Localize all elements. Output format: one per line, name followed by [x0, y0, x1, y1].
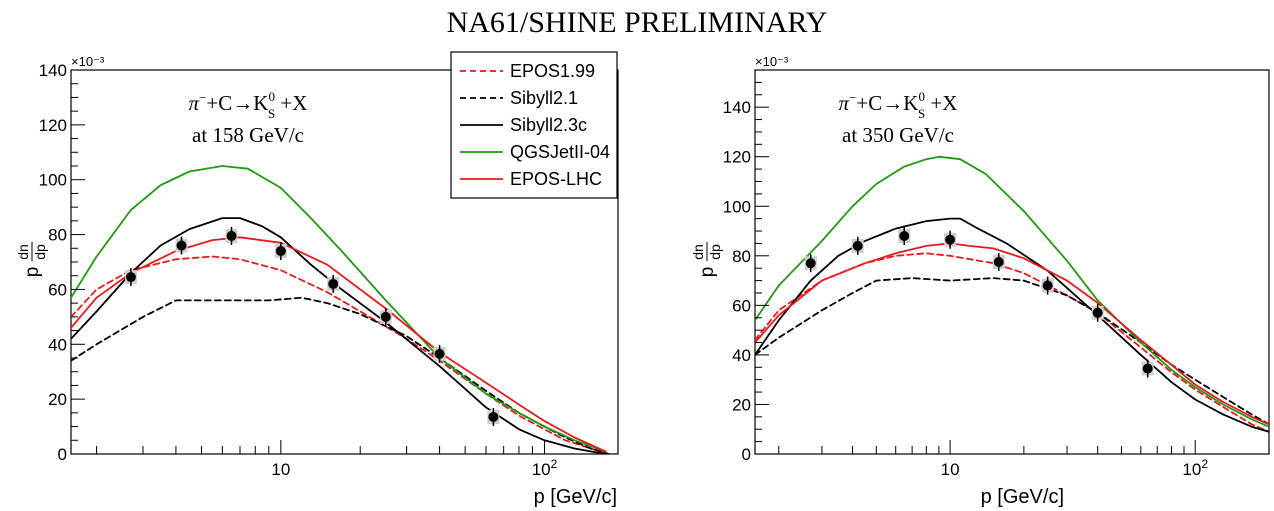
legend-label: QGSJetII-04 — [510, 142, 610, 162]
y-tick-label: 80 — [732, 247, 751, 266]
left-axes: 0 20 40 60 80 100 120 140 10 102 — [39, 61, 558, 479]
right-x-axis-label: p [GeV/c] — [981, 486, 1064, 508]
series-epos-lhc-line — [755, 242, 1269, 426]
left-y-multiplier: ×10⁻³ — [71, 54, 105, 69]
y-tick-label: 20 — [48, 390, 67, 409]
y-tick-label: 80 — [48, 226, 67, 245]
left-energy-label: at 158 GeV/c — [192, 123, 304, 147]
y-tick-label: 20 — [732, 395, 751, 414]
series-epos-lhc-line — [71, 236, 607, 453]
x-tick-label: 102 — [1182, 457, 1208, 479]
y-tick-label: 60 — [48, 280, 67, 299]
series-qgsjetii-04-line — [755, 155, 1269, 428]
data-point — [852, 240, 863, 251]
right-y-multiplier: ×10⁻³ — [755, 54, 789, 69]
legend: EPOS1.99 Sibyll2.1 Sibyll2.3c QGSJetII-04 EP… — [450, 51, 618, 199]
right-plot-marks — [755, 155, 1269, 433]
data-point — [1042, 280, 1053, 291]
svg-text:dn: dn — [690, 244, 706, 260]
data-point — [328, 278, 339, 289]
svg-text:p: p — [697, 267, 718, 278]
data-point — [488, 411, 499, 422]
series-qgsjetii-04-line — [71, 165, 607, 453]
x-tick-label: 10 — [271, 460, 290, 479]
legend-label: Sibyll2.3c — [510, 115, 587, 135]
svg-text:p: p — [22, 267, 43, 278]
data-point — [275, 246, 286, 257]
y-tick-label: 140 — [723, 98, 751, 117]
data-point — [434, 348, 445, 359]
data-point — [945, 234, 956, 245]
right-y-axis-label: p dn dp — [690, 242, 723, 277]
svg-text:dn: dn — [15, 244, 31, 260]
svg-text:dp: dp — [32, 244, 48, 260]
y-tick-label: 0 — [58, 445, 67, 464]
legend-label: Sibyll2.1 — [510, 88, 578, 108]
data-point — [380, 311, 391, 322]
y-tick-label: 120 — [39, 116, 67, 135]
right-plot-frame — [754, 69, 1270, 455]
left-plot-marks — [71, 165, 610, 454]
x-tick-label: 10 — [941, 460, 960, 479]
legend-label: EPOS-LHC — [510, 169, 602, 189]
right-reaction-label: π−+C→K0 S +X — [839, 89, 958, 121]
y-tick-label: 60 — [732, 296, 751, 315]
right-axes: 0 20 40 60 80 100 120 140 10 102 — [723, 69, 1270, 479]
y-tick-label: 100 — [723, 197, 751, 216]
left-y-axis-label: p dn dp — [15, 242, 48, 277]
y-tick-label: 140 — [39, 61, 67, 80]
series-epos1-99-line — [755, 252, 1269, 433]
y-tick-label: 40 — [732, 346, 751, 365]
data-point — [125, 272, 136, 283]
series-sibyll2-1-line — [71, 296, 610, 454]
left-annotation: π−+C→K0 S +X at 158 GeV/c — [189, 89, 308, 147]
x-tick-label: 102 — [532, 457, 558, 479]
series-sibyll2-3c-line — [755, 217, 1269, 433]
figure-title: NA61/SHINE PRELIMINARY — [447, 6, 828, 39]
series-sibyll2-3c-line — [71, 217, 607, 454]
left-reaction-label: π−+C→K0 S +X — [189, 89, 308, 121]
data-point — [805, 258, 816, 269]
data-point — [1142, 363, 1153, 374]
y-tick-label: 40 — [48, 335, 67, 354]
legend-label: EPOS1.99 — [510, 61, 595, 81]
data-point — [993, 257, 1004, 267]
series-epos1-99-line — [71, 255, 610, 454]
data-point — [899, 230, 910, 241]
right-annotation: π−+C→K0 S +X at 350 GeV/c — [839, 89, 958, 147]
right-energy-label: at 350 GeV/c — [842, 123, 954, 147]
data-point — [226, 230, 237, 241]
series-sibyll2-1-line — [755, 277, 1269, 426]
y-tick-label: 100 — [39, 171, 67, 190]
data-point — [1092, 307, 1103, 318]
data-point — [176, 240, 187, 251]
left-x-axis-label: p [GeV/c] — [534, 486, 617, 508]
y-tick-label: 0 — [742, 445, 751, 464]
svg-text:dp: dp — [707, 244, 723, 260]
y-tick-label: 120 — [723, 148, 751, 167]
